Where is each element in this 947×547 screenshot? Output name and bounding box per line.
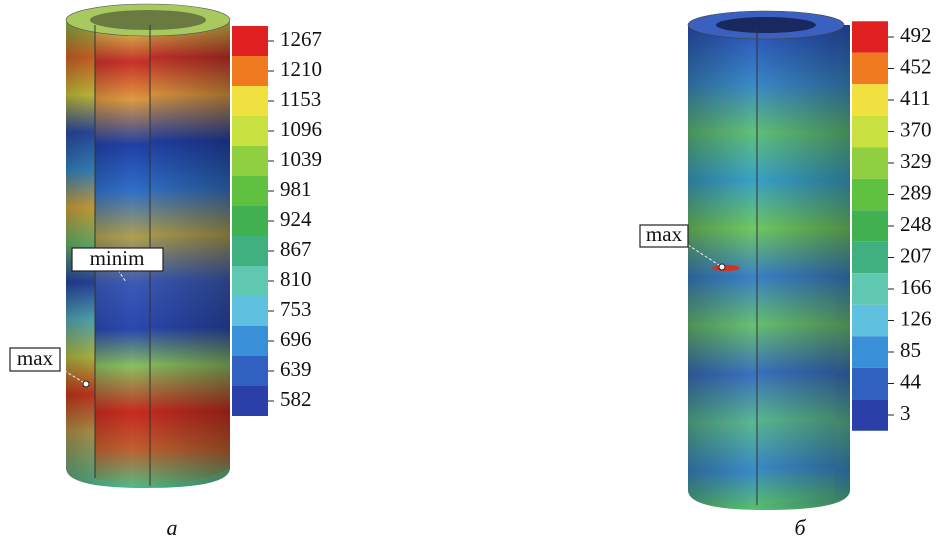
annotation: minim (90, 246, 145, 270)
colorbar-swatch (852, 336, 888, 368)
colorbar-label: 166 (900, 275, 932, 299)
colorbar-swatch (852, 368, 888, 400)
colorbar-label: 981 (280, 177, 312, 201)
colorbar-label: 329 (900, 149, 932, 173)
colorbar-swatch (852, 53, 888, 85)
colorbar-swatch (232, 86, 268, 116)
colorbar-label: 3 (900, 401, 911, 425)
colorbar-swatch (232, 176, 268, 206)
colorbar-label: 696 (280, 327, 312, 351)
annotation: max (646, 222, 683, 246)
caption: б (794, 515, 806, 540)
colorbar-label: 289 (900, 180, 932, 204)
colorbar-label: 248 (900, 212, 932, 236)
colorbar-b: 492 452 411 370 329 289 248 207 166 126 85 44 3 (852, 21, 932, 431)
colorbar-label: 44 (900, 369, 922, 393)
colorbar-swatch (852, 399, 888, 431)
colorbar-swatch (232, 56, 268, 86)
marker (719, 264, 725, 270)
colorbar-swatch (852, 116, 888, 148)
colorbar-swatch (232, 116, 268, 146)
colorbar-label: 85 (900, 338, 921, 362)
colorbar-a: 1267 1210 1153 1096 1039 981 924 867 810 753 696 63… (232, 26, 322, 416)
top-hole (716, 17, 816, 33)
colorbar-swatch (852, 242, 888, 274)
colorbar-label: 207 (900, 243, 932, 267)
colorbar-swatch (852, 147, 888, 179)
figure: minim max 1267 1210 1153 1096 1039 981 924 867 8… (0, 0, 947, 547)
colorbar-swatch (852, 305, 888, 337)
colorbar-label: 924 (280, 207, 312, 231)
colorbar-swatch (852, 84, 888, 116)
colorbar-label: 492 (900, 23, 932, 47)
colorbar-label: 452 (900, 54, 932, 78)
colorbar-swatch (232, 206, 268, 236)
colorbar-swatch (232, 326, 268, 356)
colorbar-swatch (232, 26, 268, 56)
colorbar-label: 1039 (280, 147, 322, 171)
colorbar-label: 582 (280, 387, 312, 411)
colorbar-label: 1267 (280, 27, 322, 51)
top-hole (90, 10, 206, 30)
colorbar-label: 1210 (280, 57, 322, 81)
colorbar-swatch (852, 210, 888, 242)
colorbar-label: 1153 (280, 87, 321, 111)
colorbar-swatch (852, 21, 888, 53)
colorbar-label: 867 (280, 237, 312, 261)
colorbar-swatch (232, 146, 268, 176)
colorbar-swatch (232, 236, 268, 266)
colorbar-label: 753 (280, 297, 312, 321)
cylinder-b (688, 11, 850, 510)
marker (83, 381, 89, 387)
caption: а (167, 515, 178, 540)
hotspot (712, 265, 740, 271)
colorbar-swatch (232, 386, 268, 416)
colorbar-swatch (232, 296, 268, 326)
colorbar-swatch (232, 266, 268, 296)
colorbar-swatch (232, 356, 268, 386)
colorbar-label: 810 (280, 267, 312, 291)
colorbar-label: 126 (900, 306, 932, 330)
colorbar-label: 639 (280, 357, 312, 381)
colorbar-swatch (852, 273, 888, 305)
annotation: max (17, 346, 54, 370)
colorbar-label: 1096 (280, 117, 322, 141)
colorbar-label: 370 (900, 117, 932, 141)
colorbar-label: 411 (900, 86, 931, 110)
colorbar-swatch (852, 179, 888, 211)
